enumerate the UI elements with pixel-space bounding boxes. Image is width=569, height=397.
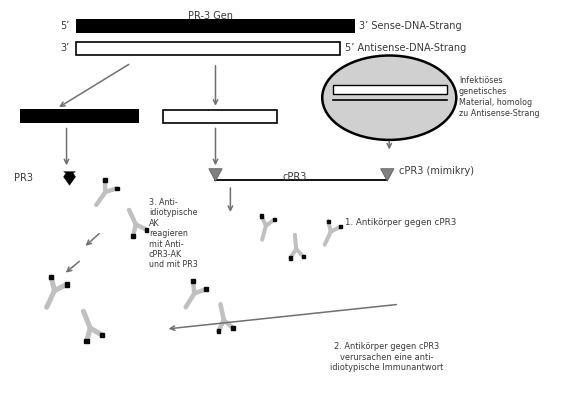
Bar [339,225,342,228]
Text: PR-3 Gen: PR-3 Gen [188,12,233,21]
Text: 3. Anti-
idiotypische
AK
reagieren
mit Anti-
cPR3-AK
und mit PR3: 3. Anti- idiotypische AK reagieren mit A… [149,198,197,270]
Bar [115,187,118,190]
Polygon shape [64,172,76,185]
Bar [20,109,139,123]
Text: cPR3: cPR3 [283,172,307,182]
Bar [84,339,89,343]
Bar [64,282,69,287]
Text: PR3: PR3 [14,173,33,183]
Text: 2. Antikörper gegen cPR3
verursachen eine anti-
idiotypische Immunantwort: 2. Antikörper gegen cPR3 verursachen ein… [329,342,443,372]
Bar [273,218,276,221]
Bar [327,220,330,223]
Bar [76,19,354,33]
Ellipse shape [322,56,456,140]
Bar [232,326,235,330]
Bar [260,214,263,218]
Bar [145,228,148,231]
Bar [217,330,220,333]
Text: 3’ Sense-DNA-Strang: 3’ Sense-DNA-Strang [360,21,462,31]
Bar [50,275,53,279]
Bar [204,287,208,291]
Text: 5’: 5’ [60,21,69,31]
Bar [100,333,104,337]
Bar [333,85,447,94]
Bar [131,234,135,238]
Text: Infektiöses
genetisches
Material, homolog
zu Antisense-Strang: Infektiöses genetisches Material, homolo… [459,76,539,118]
Bar [302,255,305,258]
Bar [76,42,340,55]
Bar [191,279,195,283]
Polygon shape [209,169,222,181]
Text: 5’ Antisense-DNA-Strang: 5’ Antisense-DNA-Strang [345,43,466,53]
Text: 1. Antikörper gegen cPR3: 1. Antikörper gegen cPR3 [345,218,456,227]
Polygon shape [381,169,394,181]
Bar [163,110,277,123]
Bar [103,178,106,182]
Text: cPR3 (mimikry): cPR3 (mimikry) [399,166,474,176]
Text: 3’: 3’ [60,43,69,53]
Bar [288,256,292,260]
